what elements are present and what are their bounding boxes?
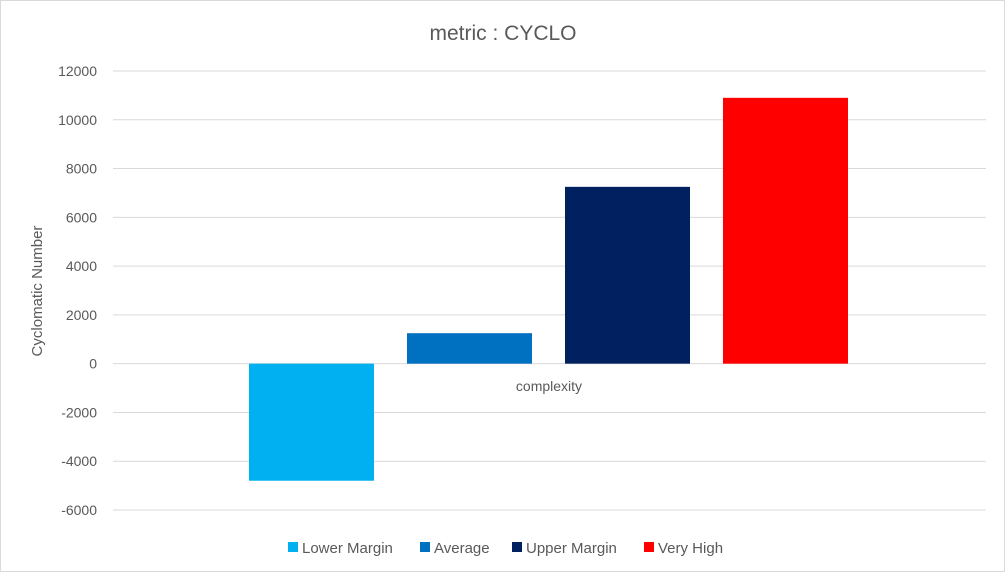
legend-label: Lower Margin xyxy=(302,540,393,557)
legend-swatch xyxy=(288,542,298,552)
chart-title: metric : CYCLO xyxy=(429,22,576,45)
bar-upper-margin xyxy=(565,186,690,364)
y-tick-label: -4000 xyxy=(61,453,97,469)
y-tick-label: 12000 xyxy=(58,63,97,79)
y-tick-label: -6000 xyxy=(61,502,97,518)
legend: Lower Margin Average Upper Margin Very High xyxy=(288,540,723,557)
x-category-label: complexity xyxy=(516,378,582,394)
y-tick-label: 4000 xyxy=(66,258,97,274)
bar-very-high xyxy=(723,97,848,364)
legend-label: Upper Margin xyxy=(526,540,617,557)
legend-swatch xyxy=(644,542,654,552)
y-tick-label: -2000 xyxy=(61,404,97,420)
bar-average xyxy=(407,333,532,364)
legend-label: Average xyxy=(434,540,490,557)
y-tick-label: 2000 xyxy=(66,307,97,323)
category-labels: complexity xyxy=(516,378,582,394)
legend-label: Very High xyxy=(658,540,723,557)
gridlines xyxy=(113,70,986,511)
y-tick-label: 10000 xyxy=(58,112,97,128)
legend-swatch xyxy=(512,542,522,552)
y-axis-title: Cyclomatic Number xyxy=(29,226,46,357)
legend-swatch xyxy=(420,542,430,552)
bars xyxy=(249,97,848,481)
y-tick-label: 6000 xyxy=(66,209,97,225)
y-tick-label: 0 xyxy=(89,356,97,372)
y-tick-label: 8000 xyxy=(66,161,97,177)
bar-lower-margin xyxy=(249,363,374,481)
y-axis-ticks: 12000 10000 8000 6000 4000 2000 0 -2000 -4000 -60… xyxy=(58,63,97,518)
